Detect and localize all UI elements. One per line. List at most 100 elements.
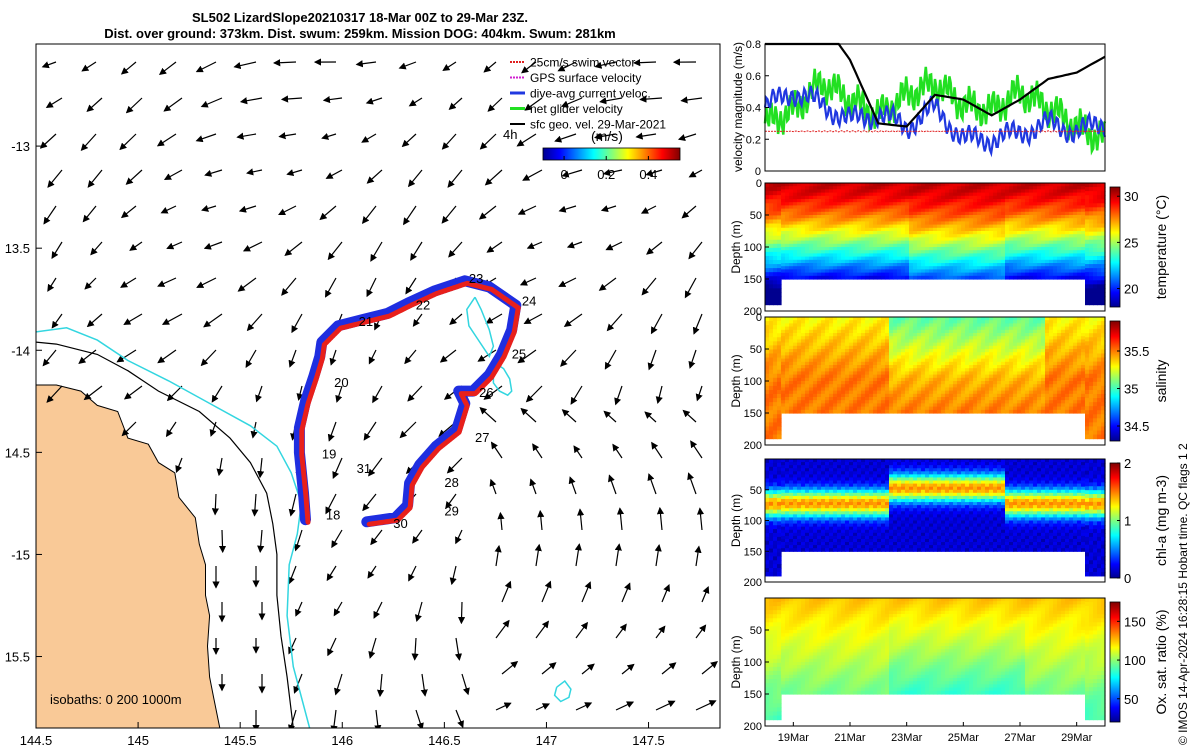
cell — [821, 361, 826, 366]
cell — [829, 336, 834, 340]
cell — [853, 339, 858, 344]
cell — [1025, 256, 1030, 261]
cell — [869, 323, 874, 328]
cell — [865, 234, 870, 238]
cell — [805, 250, 810, 254]
cell — [833, 342, 838, 347]
cell — [941, 227, 946, 232]
cell — [1077, 266, 1082, 270]
cell — [985, 195, 990, 200]
cell — [885, 253, 890, 258]
cell — [833, 355, 838, 360]
vector-arrow — [486, 241, 503, 253]
cell — [877, 317, 882, 321]
cell — [821, 195, 826, 200]
cell — [813, 333, 818, 337]
cell — [929, 253, 934, 258]
cell — [1053, 272, 1058, 277]
day-label: 27 — [475, 430, 489, 445]
cell — [845, 253, 850, 258]
cell — [993, 352, 998, 356]
vector-arrow — [446, 457, 463, 474]
cell — [937, 361, 942, 366]
cell — [1029, 218, 1034, 222]
cell — [1033, 272, 1038, 277]
cell — [845, 205, 850, 210]
vector-arrow — [125, 97, 143, 114]
cell — [797, 256, 802, 261]
cell — [1021, 227, 1026, 232]
cell — [877, 202, 882, 206]
cell — [997, 333, 1002, 337]
cell — [933, 240, 938, 245]
cell — [961, 218, 966, 222]
cell — [1037, 215, 1042, 219]
cell — [989, 221, 994, 226]
cell — [961, 208, 966, 213]
cell — [765, 394, 770, 399]
cell — [1061, 231, 1066, 235]
cell — [789, 381, 794, 385]
cell — [909, 221, 914, 226]
cell — [997, 374, 1002, 379]
cell — [817, 400, 822, 404]
cell — [981, 339, 986, 344]
cell — [969, 320, 974, 324]
cell — [945, 195, 950, 200]
cell — [965, 323, 970, 328]
cell — [801, 221, 806, 226]
cell — [829, 240, 834, 245]
cell — [1029, 199, 1034, 203]
cell — [953, 266, 958, 270]
cell — [1045, 250, 1050, 254]
cell — [825, 250, 830, 254]
cell — [765, 227, 770, 233]
cell — [817, 224, 822, 229]
cell — [801, 263, 806, 267]
colorbar-ticks: 0 0.2 0.4 — [560, 156, 657, 182]
cell — [985, 377, 990, 382]
cell — [865, 409, 870, 414]
cell — [929, 393, 934, 398]
cell — [873, 381, 878, 385]
cell — [905, 250, 910, 254]
cell — [965, 403, 970, 408]
cell — [937, 227, 942, 232]
cell — [841, 377, 846, 382]
cell — [797, 259, 802, 264]
cell — [925, 358, 930, 363]
cell — [793, 336, 798, 340]
cell — [885, 323, 890, 328]
vector-arrow — [236, 132, 257, 140]
cell — [1017, 275, 1022, 280]
cell — [1077, 269, 1082, 274]
cell — [829, 266, 834, 270]
cell — [861, 349, 866, 353]
cell — [773, 357, 778, 363]
cell — [981, 409, 986, 414]
cell — [1041, 253, 1046, 258]
cell — [873, 333, 878, 337]
cell — [993, 259, 998, 264]
cell — [1053, 266, 1058, 270]
cell — [909, 349, 914, 353]
cell — [793, 409, 798, 414]
cell — [1057, 224, 1062, 229]
cell — [789, 400, 794, 404]
cell — [789, 275, 794, 280]
cell — [985, 240, 990, 245]
cell — [917, 256, 922, 261]
cell — [869, 234, 874, 238]
cell — [1041, 189, 1046, 194]
cell — [941, 387, 946, 392]
cell — [1013, 218, 1018, 222]
cell — [917, 250, 922, 254]
cell — [873, 243, 878, 248]
cell — [1093, 243, 1098, 249]
cell — [801, 189, 806, 194]
cell — [969, 339, 974, 344]
cell — [901, 256, 906, 261]
cell — [1061, 259, 1066, 264]
vector-arrow — [484, 169, 503, 186]
cell — [897, 381, 902, 385]
